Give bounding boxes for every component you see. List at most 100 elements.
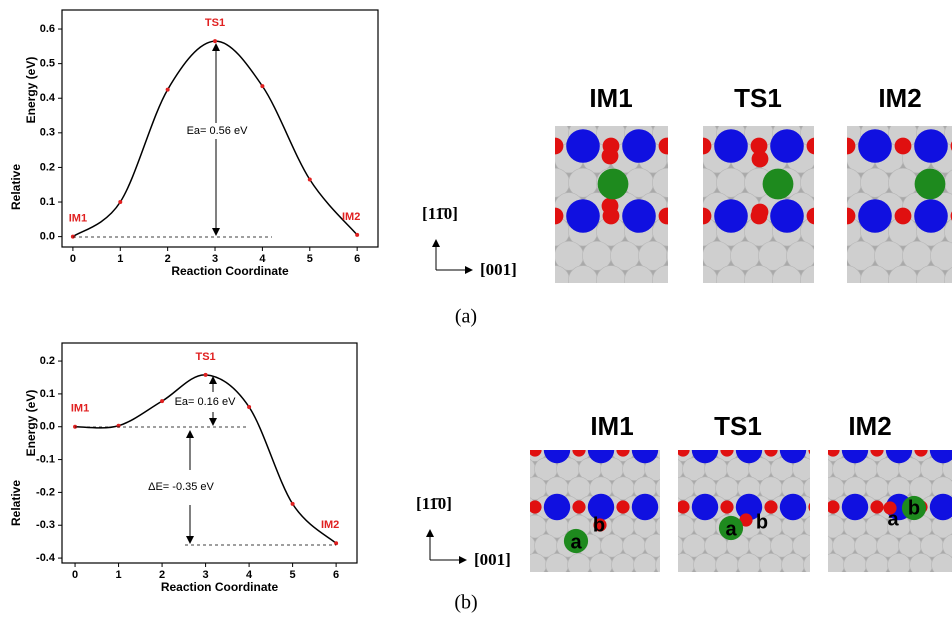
point-label: IM1 [69,213,87,225]
site-label: b [593,514,605,536]
data-point [308,178,312,182]
site-label: a [725,518,737,540]
o-atom [808,500,821,513]
surface-atom [815,419,838,442]
y-tick-label: 0.1 [40,388,55,400]
o-atom [528,500,541,513]
o-atom [895,208,912,225]
y-tick-label: 0.0 [40,231,55,243]
metal-atom [770,199,804,233]
metal-atom [858,199,892,233]
o-atom [572,443,585,456]
surface-atom [694,553,717,576]
surface-atom [612,553,635,576]
surface-atom [666,193,695,222]
surface-atom [638,290,667,319]
surface-atom [554,95,583,124]
data-point [247,405,251,409]
surface-atom [683,573,706,596]
y-tick-label: 0.2 [40,161,55,173]
surface-atom [526,193,555,222]
x-tick-label: 1 [116,569,122,581]
structure-label: IM2 [848,411,891,441]
surface-atom [910,553,933,576]
surface-atom [610,290,639,319]
surface-atom [579,573,602,596]
x-tick-label: 2 [159,569,165,581]
surface-atom [844,553,867,576]
surface-atom [902,290,931,319]
surface-atom [702,95,731,124]
o-atom [870,500,883,513]
metal-atom [510,129,544,163]
metal-atom [714,199,748,233]
surface-atom [814,144,843,173]
y-tick-label: 0.0 [40,421,55,433]
structure-image [510,95,731,319]
x-tick-label: 5 [290,569,296,581]
surface-atom [818,241,847,270]
x-tick-label: 6 [333,569,339,581]
o-atom [695,208,712,225]
surface-atom [786,95,815,124]
y-tick-label: 0.6 [40,23,55,35]
metal-atom [914,129,948,163]
point-label: IM1 [71,403,89,415]
o-atom [808,443,821,456]
structure-image [648,419,838,595]
surface-atom [916,266,945,295]
surface-atom [513,419,536,442]
surface-atom [772,266,801,295]
surface-atom [540,266,569,295]
data-point [291,502,295,506]
panel-label: (a) [455,306,477,328]
surface-atom [502,515,525,538]
data-point [166,88,170,92]
metal-atom [544,494,570,520]
metal-atom [500,437,526,463]
surface-atom [694,95,723,124]
surface-atom [814,95,843,124]
direction-label: [11̄0] [422,204,458,223]
surface-atom [661,573,684,596]
surface-atom [667,573,690,596]
surface-atom [557,419,580,442]
y-tick-label: -0.3 [36,519,55,531]
surface-atom [888,266,917,295]
metal-atom [858,129,892,163]
surface-atom [771,419,794,442]
surface-atom [899,419,922,442]
surface-atom [932,553,952,576]
y-tick-label: -0.1 [36,453,55,465]
surface-atom [815,573,838,596]
surface-atom [666,95,695,124]
structure-label: TS1 [714,411,762,441]
surface-atom [601,573,624,596]
surface-atom [921,573,944,596]
o-atom [764,443,777,456]
structure-label: IM1 [589,83,632,113]
point-label: TS1 [205,17,225,29]
data-point [260,84,264,88]
metal-atom [780,494,806,520]
surface-atom [749,573,772,596]
surface-atom [846,95,875,124]
surface-atom [694,290,723,319]
x-axis-title: Reaction Coordinate [171,264,289,278]
y-axis-title: Energy (eV) [24,390,38,457]
surface-atom [666,241,695,270]
o-atom [659,208,676,225]
surface-atom [674,95,703,124]
direction-label: [11̄0] [416,494,452,513]
o-atom [676,443,689,456]
o-atom [547,208,564,225]
data-point [118,200,122,204]
point-label: IM2 [342,211,360,223]
surface-atom [645,573,668,596]
surface-atom [814,193,843,222]
surface-atom [674,290,703,319]
structure-label: TS1 [734,83,782,113]
x-axis-title: Reaction Coordinate [161,580,279,594]
surface-atom [930,290,952,319]
surface-atom [661,419,684,442]
